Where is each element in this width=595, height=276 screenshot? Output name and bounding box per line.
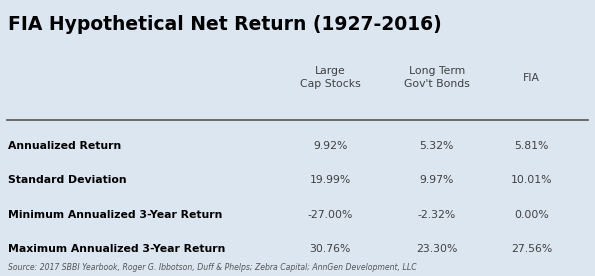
Text: Annualized Return: Annualized Return bbox=[8, 141, 122, 151]
Text: 5.81%: 5.81% bbox=[514, 141, 549, 151]
Text: 0.00%: 0.00% bbox=[514, 209, 549, 219]
Text: 9.92%: 9.92% bbox=[313, 141, 347, 151]
Text: Source: 2017 SBBI Yearbook, Roger G. Ibbotson, Duff & Phelps; Zebra Capital; Ann: Source: 2017 SBBI Yearbook, Roger G. Ibb… bbox=[8, 263, 417, 272]
Text: -27.00%: -27.00% bbox=[308, 209, 353, 219]
Text: 5.32%: 5.32% bbox=[419, 141, 454, 151]
Text: Maximum Annualized 3-Year Return: Maximum Annualized 3-Year Return bbox=[8, 244, 226, 254]
Text: 9.97%: 9.97% bbox=[419, 175, 454, 185]
Text: 23.30%: 23.30% bbox=[416, 244, 458, 254]
Text: 27.56%: 27.56% bbox=[511, 244, 552, 254]
Text: Standard Deviation: Standard Deviation bbox=[8, 175, 127, 185]
Text: Long Term
Gov't Bonds: Long Term Gov't Bonds bbox=[404, 66, 469, 89]
Text: 10.01%: 10.01% bbox=[511, 175, 552, 185]
Text: FIA: FIA bbox=[523, 73, 540, 83]
Text: 30.76%: 30.76% bbox=[309, 244, 351, 254]
Text: Minimum Annualized 3-Year Return: Minimum Annualized 3-Year Return bbox=[8, 209, 223, 219]
Text: FIA Hypothetical Net Return (1927-2016): FIA Hypothetical Net Return (1927-2016) bbox=[8, 15, 442, 34]
Text: -2.32%: -2.32% bbox=[418, 209, 456, 219]
Text: 19.99%: 19.99% bbox=[309, 175, 350, 185]
Text: Large
Cap Stocks: Large Cap Stocks bbox=[300, 66, 361, 89]
